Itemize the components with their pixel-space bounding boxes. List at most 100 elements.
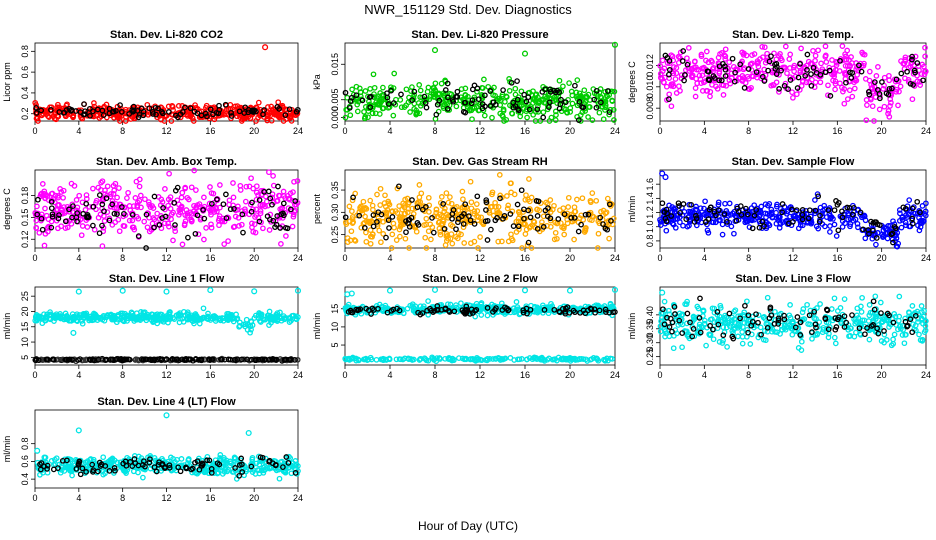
data-point (484, 357, 490, 364)
data-point (684, 61, 691, 68)
data-point (657, 63, 664, 69)
data-point (146, 313, 153, 319)
y-axis-label: ml/min (627, 313, 637, 340)
data-point (923, 200, 929, 207)
data-point (797, 69, 804, 76)
x-tick-label: 20 (877, 126, 887, 136)
data-point (398, 222, 404, 228)
data-point (272, 315, 279, 321)
data-point (225, 356, 232, 363)
x-tick-label: 24 (610, 253, 620, 263)
data-point (262, 356, 269, 363)
data-point (893, 76, 900, 83)
data-point (402, 196, 408, 203)
data-point (272, 224, 278, 230)
data-point (423, 215, 430, 222)
data-points (342, 286, 619, 365)
data-point (825, 207, 832, 214)
data-point (78, 232, 85, 239)
data-point (469, 310, 476, 316)
data-point (552, 108, 559, 115)
panel-5: Stan. Dev. Gas Stream RH0 4 8 12 16 20 240.250… (312, 156, 620, 263)
data-point (104, 209, 111, 215)
x-tick-label: 12 (161, 126, 171, 136)
data-point (195, 317, 202, 323)
data-point (710, 219, 717, 226)
data-point (761, 328, 768, 334)
data-point (54, 206, 61, 213)
data-point (349, 214, 356, 220)
data-point (404, 305, 411, 312)
data-point (514, 96, 521, 103)
data-point (520, 307, 527, 314)
data-point (876, 91, 883, 97)
y-tick-label: 0.010 (645, 76, 655, 99)
data-point (764, 294, 771, 301)
data-point (342, 355, 349, 362)
data-point (849, 211, 856, 218)
data-point (365, 114, 371, 121)
x-tick-label: 20 (565, 370, 575, 380)
data-point (509, 110, 516, 117)
data-point (742, 216, 749, 222)
data-point (820, 324, 827, 331)
data-point (96, 230, 103, 237)
data-point (388, 87, 394, 94)
data-point (779, 57, 785, 64)
data-point (438, 194, 445, 200)
data-point (283, 233, 289, 239)
data-point (405, 355, 412, 362)
y-tick-label: 15 (330, 304, 340, 314)
data-point (512, 308, 519, 315)
data-point (502, 98, 508, 105)
data-point (460, 196, 466, 203)
data-point (359, 97, 366, 104)
data-point (591, 96, 598, 103)
data-point (895, 102, 901, 109)
data-point (257, 312, 264, 318)
data-point (290, 189, 296, 195)
data-point (830, 216, 836, 222)
data-point (95, 214, 102, 221)
data-point (268, 313, 274, 320)
data-point (358, 224, 365, 231)
data-point (82, 206, 89, 213)
data-point (109, 201, 116, 208)
data-point (129, 217, 136, 224)
data-point (768, 206, 775, 213)
data-point (74, 311, 80, 318)
data-point (208, 356, 215, 363)
data-point (551, 87, 557, 94)
data-point (890, 336, 896, 343)
data-point (353, 92, 360, 99)
data-point (248, 208, 255, 215)
data-point (426, 96, 433, 103)
data-point (195, 231, 202, 238)
data-point (921, 71, 928, 78)
data-point (823, 59, 830, 65)
data-point (99, 107, 106, 114)
data-point (210, 190, 217, 197)
data-point (483, 199, 490, 206)
data-point (230, 202, 236, 209)
data-point (467, 356, 474, 363)
x-tick-label: 0 (342, 126, 347, 136)
data-point (922, 44, 928, 51)
data-point (831, 295, 838, 302)
data-point (257, 208, 264, 214)
data-point (461, 240, 468, 246)
data-point (176, 207, 183, 213)
data-point (866, 91, 873, 98)
data-point (143, 245, 149, 251)
data-point (699, 65, 705, 72)
data-point (149, 109, 156, 115)
data-point (596, 307, 603, 314)
data-point (906, 197, 913, 203)
data-point (512, 85, 519, 92)
data-point (388, 245, 395, 251)
data-point (241, 110, 248, 116)
outlier-point (70, 329, 77, 336)
data-point (343, 221, 350, 227)
data-point (768, 209, 775, 216)
data-point (851, 85, 858, 92)
